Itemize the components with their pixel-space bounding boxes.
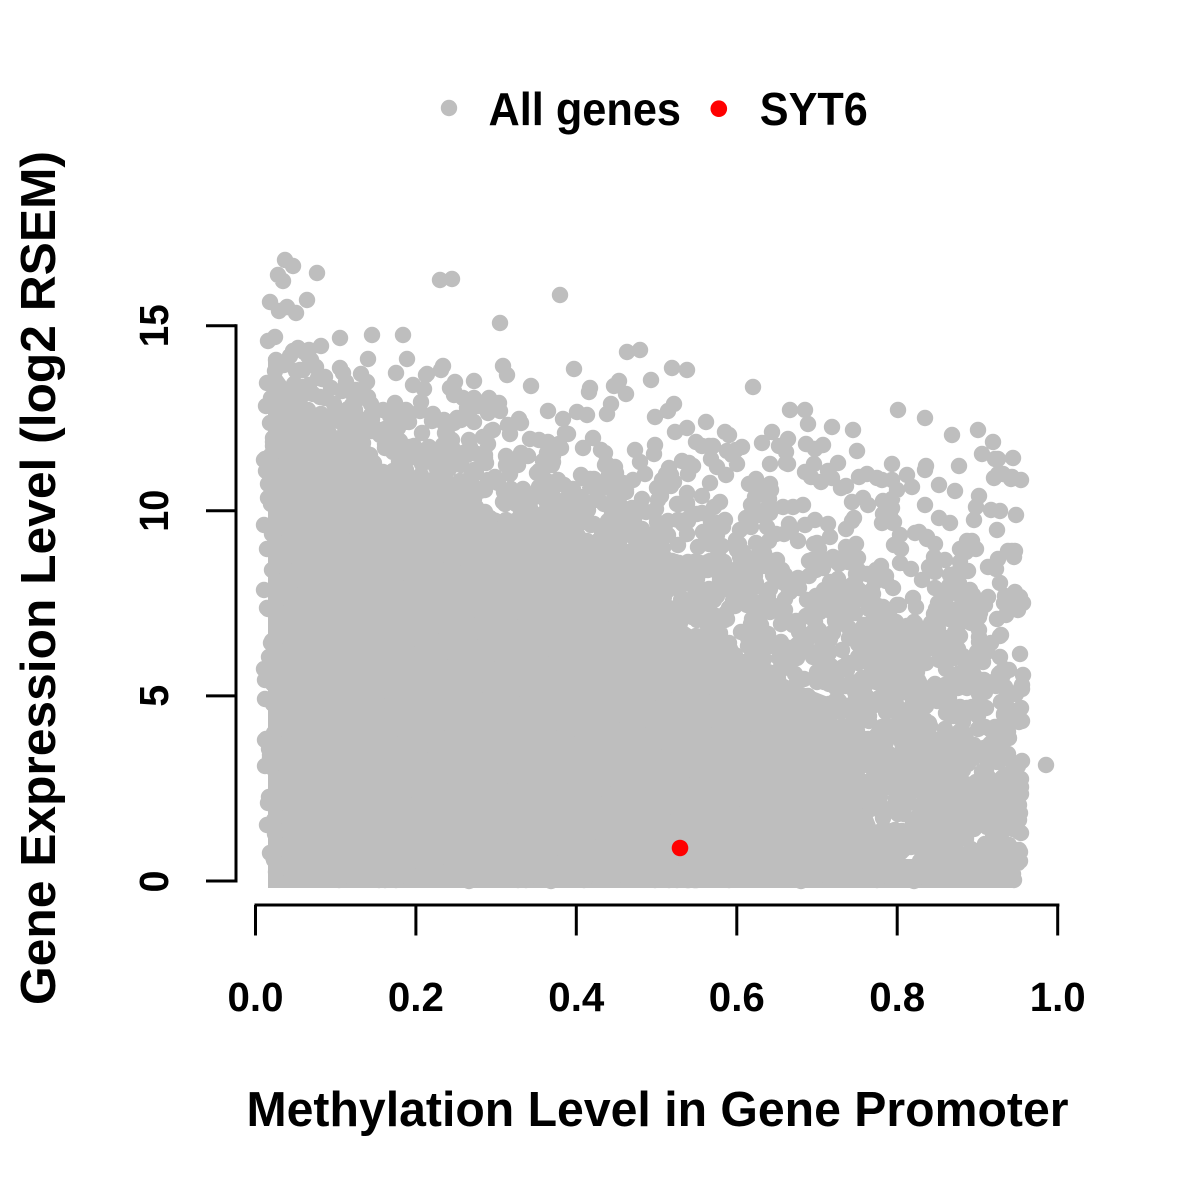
svg-text:0.2: 0.2 xyxy=(388,974,444,1020)
svg-text:0: 0 xyxy=(131,871,177,893)
svg-text:All genes: All genes xyxy=(489,83,682,135)
svg-text:SYT6: SYT6 xyxy=(760,83,868,135)
svg-text:0.0: 0.0 xyxy=(228,974,284,1020)
svg-text:1.0: 1.0 xyxy=(1030,974,1086,1020)
svg-text:0.4: 0.4 xyxy=(548,974,604,1020)
svg-text:0.6: 0.6 xyxy=(709,974,765,1020)
svg-text:5: 5 xyxy=(131,685,177,707)
svg-text:Gene Expression Level (log2 RS: Gene Expression Level (log2 RSEM) xyxy=(12,151,66,1005)
svg-text:10: 10 xyxy=(131,490,177,532)
svg-text:15: 15 xyxy=(131,304,177,347)
svg-text:0.8: 0.8 xyxy=(869,974,925,1020)
svg-text:Methylation Level in Gene Prom: Methylation Level in Gene Promoter xyxy=(247,1083,1069,1137)
